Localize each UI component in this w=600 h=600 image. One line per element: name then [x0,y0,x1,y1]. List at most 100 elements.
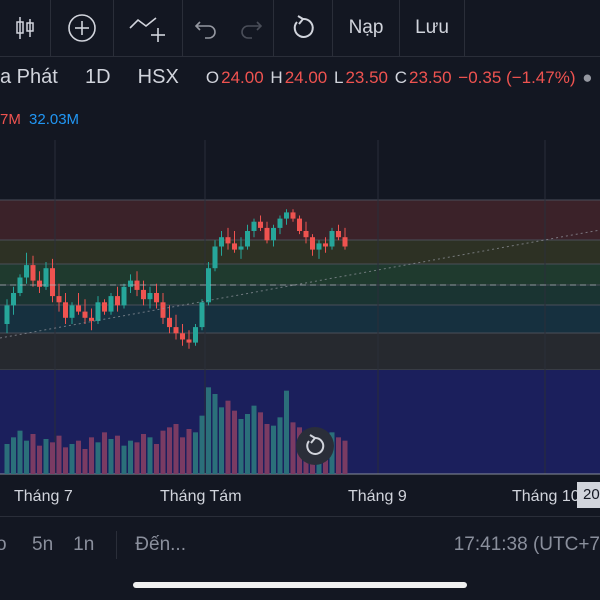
chart-overlays [0,229,600,339]
candle-body [141,289,146,300]
candlestick-icon [16,17,34,39]
candle-body [82,311,88,318]
volume-bar [219,407,224,474]
volume-bar [69,444,75,474]
candle-body [180,333,185,340]
volume-bar [141,434,146,474]
interval-label[interactable]: 1D [84,66,111,88]
candles [4,209,348,349]
undo-icon[interactable] [193,17,219,39]
reset-icon [293,15,314,38]
candle-body [258,221,263,228]
fib-band [0,240,600,264]
candle-body [323,243,328,247]
candle-body [284,212,289,219]
x-tick-october: Tháng 10 [512,488,580,505]
low-label: L [333,68,344,87]
add-indicator-button[interactable] [51,0,114,56]
candle-body [264,227,270,241]
reset-chart-button[interactable] [274,0,333,56]
volume-value: 32.03M [29,111,80,128]
volume-bar [121,445,127,474]
volume-bar [76,440,81,474]
candle-body [303,231,309,238]
candle-body [297,218,302,231]
load-button[interactable]: Nạp [333,0,400,56]
candle-body [193,327,198,343]
high-label: H [270,68,283,87]
volume-bar [160,430,166,474]
toolbar: Nạp Lưu [0,0,600,57]
symbol-legend: a Phát 1D HSX O 24.00 H 24.00 L 23.50 C 23.5… [0,66,597,89]
close-value: 23.50 [409,68,452,87]
candle-body [154,293,159,303]
candle-body [56,296,62,303]
volume-bar [43,439,49,474]
volume-bar [251,405,257,474]
candle-body [69,305,75,318]
replay-icon [306,434,325,455]
candle-body [186,339,192,343]
candle-body [30,265,36,281]
volume-bar [37,445,42,474]
candle-style-button[interactable] [0,0,51,56]
candle-body [108,296,114,312]
volume-bar [271,425,276,474]
volume-bar [128,440,133,474]
candle-body [173,327,179,334]
more-dot-icon[interactable]: ● [582,68,593,87]
bottom-toolbar: o 5n 1n Đến... 17:41:38 (UTC+7 [0,516,600,573]
goto-date-button[interactable]: Đến... [135,534,186,555]
volume-bar [277,417,283,474]
range-5d[interactable]: 5n [32,534,54,555]
x-tick-july: Tháng 7 [14,488,73,505]
crosshair-date-label: 20 [577,482,600,508]
save-button[interactable]: Lưu [400,0,465,56]
candle-body [89,317,94,321]
candle-body [271,227,276,241]
volume-bar [206,387,211,474]
plus-circle-icon [68,14,96,42]
candle-body [329,231,335,247]
candle-body [134,280,140,290]
volume-bar [186,429,192,474]
volume-bar [147,437,153,474]
candle-body [160,302,166,318]
candle-body [37,280,42,287]
candle-body [147,293,153,300]
volume-bar [173,424,179,474]
volume-bar [167,427,172,474]
redo-icon[interactable] [238,17,264,39]
price-chart[interactable] [0,140,600,482]
home-indicator [133,582,467,588]
candle-body [43,268,49,287]
range-1d[interactable]: 1n [73,534,95,555]
trend-line [0,229,600,339]
candle-body [199,302,205,328]
change-value: −0.35 (−1.47%) [458,68,576,87]
candle-body [24,265,29,278]
volume-bar [134,442,140,474]
clock-timezone[interactable]: 17:41:38 (UTC+7 [453,534,600,555]
volume-bar [17,430,23,474]
fib-band [0,333,600,370]
candle-body [121,286,127,306]
volume-bar [258,412,263,474]
candle-body [11,293,16,306]
symbol-name[interactable]: a Phát [0,66,58,88]
range-partial[interactable]: o [0,534,7,555]
candle-body [167,317,172,328]
open-value: 24.00 [221,68,264,87]
volume-bar [199,415,205,474]
compare-symbol-button[interactable] [114,0,183,56]
volume-bar [232,410,237,474]
undo-redo-group [183,0,274,56]
candle-body [219,237,224,247]
volume-bar [102,432,107,474]
volume-bar [63,447,68,474]
volume-bar [336,437,341,474]
candle-body [316,243,322,250]
compare-icon [129,17,165,42]
volume-bar [264,424,270,474]
replay-button[interactable] [296,427,334,465]
